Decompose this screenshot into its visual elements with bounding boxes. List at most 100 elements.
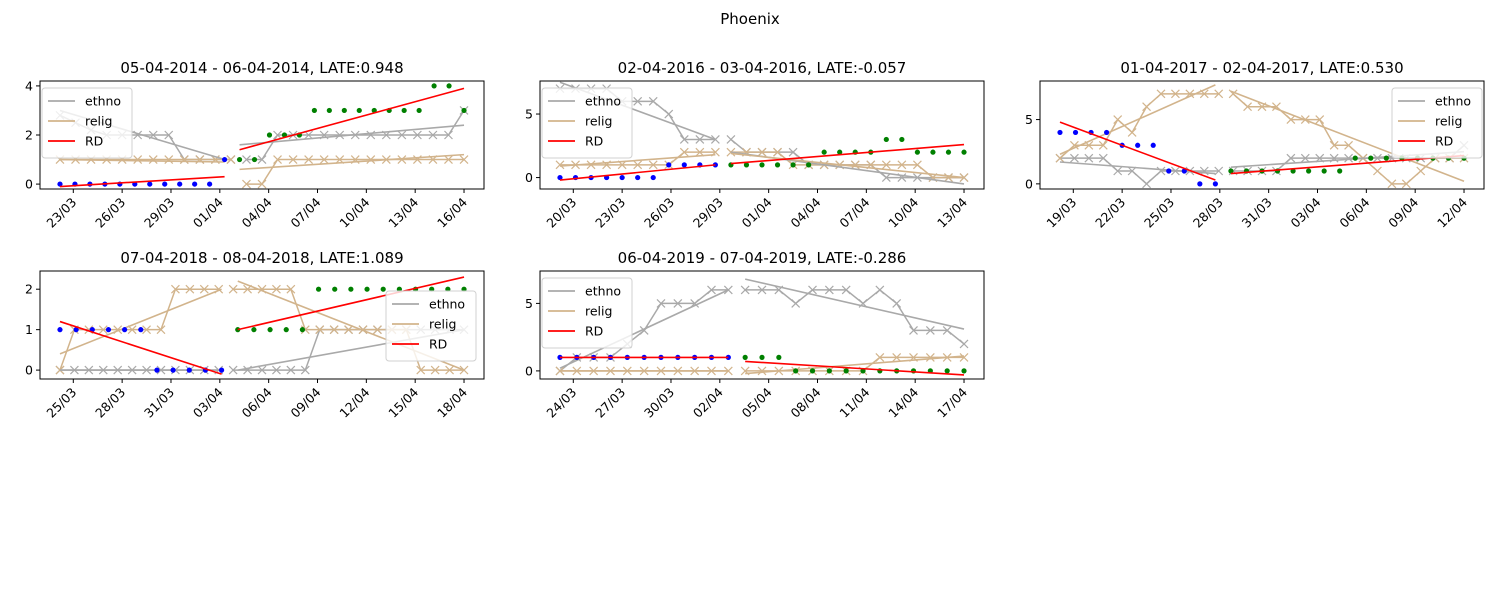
score-point-after [1290,168,1296,174]
x-tick-label: 16/04 [434,194,470,230]
ethno-marker [1113,166,1123,176]
score-point-after [809,368,816,374]
relig-marker [228,284,238,294]
rd-trend-before [559,164,716,181]
x-tick-label: 12/04 [336,384,372,420]
ethno-marker [757,285,767,295]
axes-frame [39,270,485,380]
legend: ethno relig RD [385,290,477,362]
ethno-marker [1142,179,1151,189]
x-tick-label: 08/04 [788,384,824,420]
x-tick-label: 23/03 [43,195,79,231]
relig-marker [288,155,298,164]
x-tick-label: 24/03 [543,385,579,421]
y-tick-label: 0 [525,170,533,185]
rd-trend-after [730,143,965,165]
score-point-after [315,286,322,292]
score-point-after [961,368,967,374]
score-point-after [883,136,889,143]
x-tick-label: 10/04 [885,194,921,230]
relig-marker [1127,128,1137,137]
x-tick-label: 31/03 [141,385,177,421]
score-point-before [57,181,63,187]
score-point-before [192,181,198,187]
relig-trend-before [59,288,222,355]
score-point-before [138,327,144,333]
ethno-marker [740,285,750,295]
panels: 05-04-2014 - 06-04-2014, LATE:0.94802423… [25,59,1485,421]
relig-marker [1286,115,1296,124]
x-tick-label: 31/03 [1239,195,1275,231]
relig-marker [555,160,565,170]
rd-trend-after [239,87,465,151]
relig-marker [430,365,440,375]
panel-2: 02-04-2016 - 03-04-2016, LATE:-0.057 0 5 20… [525,59,985,231]
score-point-after [759,162,765,168]
x-tick-label: 10/04 [336,194,372,230]
ethno-marker [959,339,969,349]
relig-marker [164,155,174,164]
ethno-trend-before [559,289,729,369]
score-point-before [619,174,625,181]
relig-trend-after [1230,90,1465,183]
score-point-after [930,149,936,155]
score-point-before [221,156,228,163]
x-tick-label: 01/04 [739,194,775,230]
score-point-after [267,327,273,333]
score-point-before [1197,181,1203,187]
score-point-before [218,367,225,373]
legend-label-ethno: ethno [85,94,121,109]
ethno-marker [1156,166,1166,176]
relig-marker [586,160,596,170]
y-tick-label: 5 [525,107,533,122]
ethno-marker [1069,153,1079,163]
score-point-after [299,327,306,333]
axes-frame [539,270,985,380]
y-tick-label: 4 [25,78,33,93]
ethno-marker [444,130,453,140]
x-tick-label: 28/03 [92,385,128,421]
legend-label-relig: relig [85,114,112,129]
ethno-marker [1214,166,1224,176]
panel-title: 07-04-2018 - 08-04-2018, LATE:1.089 [120,249,403,267]
score-point-before [105,327,112,333]
relig-marker [199,284,209,294]
legend-label-relig: relig [1435,114,1462,129]
ethno-marker [1300,153,1310,163]
relig-marker [127,325,137,335]
rd-trend-before [59,320,222,375]
score-point-before [650,174,656,181]
x-tick-label: 15/04 [385,384,421,420]
relig-marker [912,160,922,170]
ethno-marker [726,135,736,144]
score-point-before [1135,142,1141,148]
x-tick-label: 22/03 [1092,195,1128,231]
relig-trend-before [1059,84,1216,156]
score-point-after [283,327,289,333]
x-tick-label: 04/04 [239,194,275,230]
ethno-line-before [1059,157,1219,185]
score-point-after [311,107,317,114]
x-tick-label: 23/03 [592,195,628,231]
score-point-before [73,327,79,333]
panel-title: 06-04-2019 - 07-04-2019, LATE:-0.286 [618,249,907,267]
score-point-after [461,107,467,114]
score-point-after [401,107,407,114]
panel-5: 06-04-2019 - 07-04-2019, LATE:-0.286 0 5 24… [525,249,985,421]
x-tick-label: 18/04 [434,384,470,420]
legend: ethno relig RD [1391,87,1483,159]
ethno-marker [272,365,281,375]
ethno-line-after [745,288,965,345]
x-tick-label: 30/03 [641,385,677,421]
score-point-after [1228,168,1234,174]
x-tick-label: 26/03 [92,195,128,231]
score-point-after [914,149,921,155]
x-tick-label: 28/03 [1190,195,1226,231]
score-point-after [1352,155,1358,161]
rd-trend-after [1230,154,1465,175]
y-tick-label: 0 [525,363,533,378]
relig-marker [881,160,891,170]
score-point-after [1383,155,1389,161]
score-point-after [431,83,437,89]
